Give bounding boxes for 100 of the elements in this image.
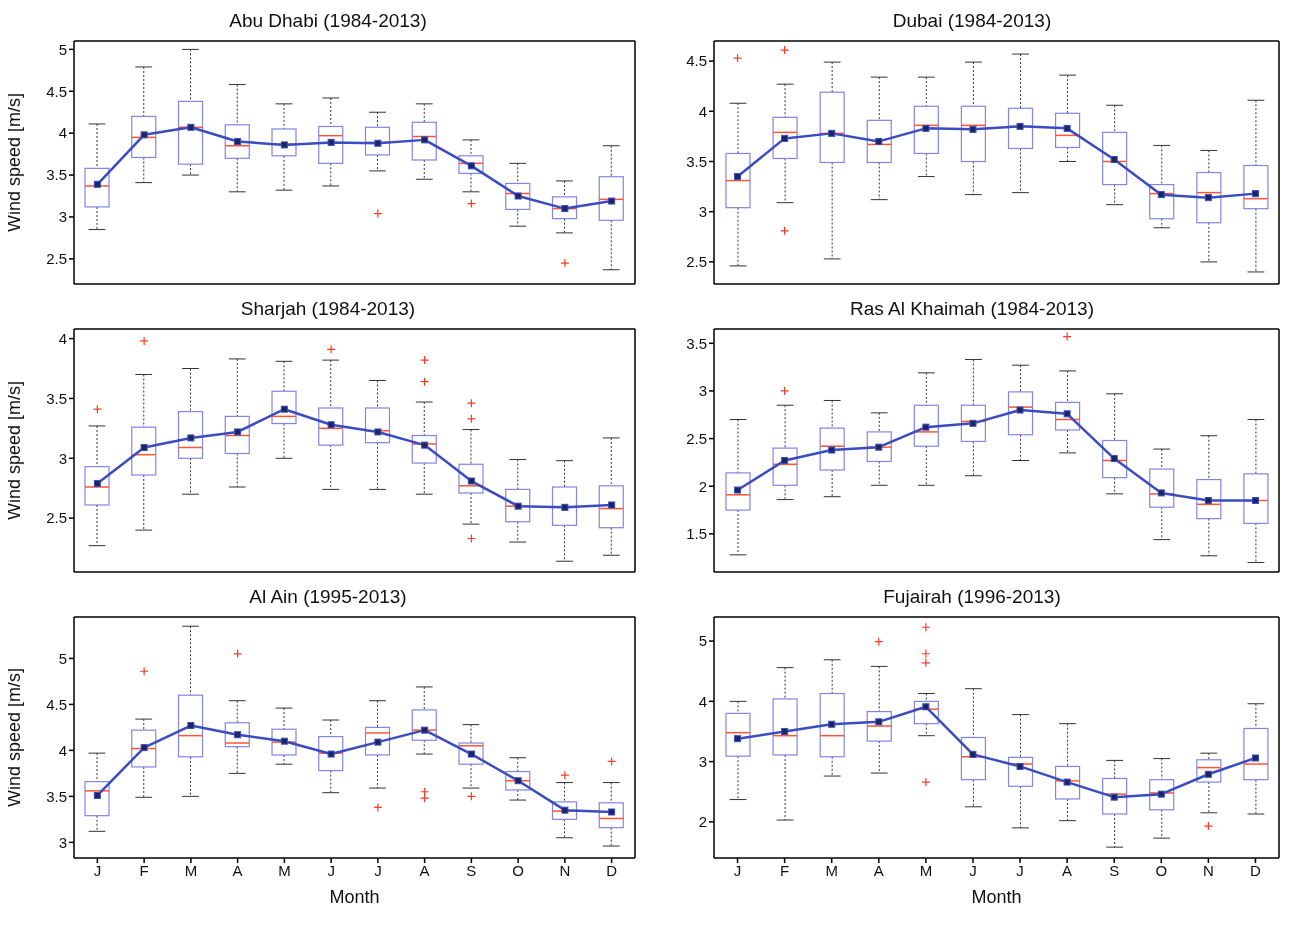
y-axis-title: Wind speed [m/s] <box>4 667 25 808</box>
y-tick-label: 3.5 <box>46 166 67 184</box>
point <box>374 428 382 436</box>
point <box>514 502 522 510</box>
chart-title: Sharjah (1984-2013) <box>239 297 417 321</box>
y-tick-label: 4 <box>58 329 67 347</box>
point <box>140 744 148 752</box>
y-axis-title: Wind speed [m/s] <box>4 380 25 521</box>
x-tick-label: J <box>374 861 382 879</box>
point <box>327 138 335 146</box>
x-tick-label: F <box>139 861 149 879</box>
y-tick-label: 4 <box>698 692 707 710</box>
point <box>875 137 883 145</box>
point <box>1251 754 1259 762</box>
point <box>1157 191 1165 199</box>
y-axis-title: Wind speed [m/s] <box>4 92 25 233</box>
y-tick-label: 3 <box>58 208 67 226</box>
x-tick-label: F <box>780 861 790 879</box>
point <box>922 423 930 431</box>
point <box>781 134 789 142</box>
y-tick-label: 3.5 <box>46 787 67 805</box>
y-tick-label: 3 <box>698 382 707 400</box>
point <box>1157 489 1165 497</box>
point <box>140 444 148 452</box>
x-tick-label: D <box>1250 861 1262 879</box>
x-axis-title: Month <box>971 886 1022 907</box>
y-tick-label: 5 <box>698 632 707 650</box>
point <box>280 405 288 413</box>
y-tick-label: 4 <box>698 102 707 120</box>
point <box>969 419 977 427</box>
y-tick-label: 2.5 <box>686 253 707 271</box>
x-tick-label: M <box>919 861 933 879</box>
point <box>1016 122 1024 130</box>
point <box>327 421 335 429</box>
point <box>828 129 836 137</box>
y-tick-label: 1.5 <box>686 525 707 543</box>
point <box>828 720 836 728</box>
y-tick-label: 3.5 <box>686 334 707 352</box>
x-tick-label: O <box>512 861 524 879</box>
x-tick-label: J <box>327 861 335 879</box>
point <box>1016 406 1024 414</box>
point <box>734 735 742 743</box>
point <box>781 457 789 465</box>
point <box>1251 497 1259 505</box>
point <box>1251 190 1259 198</box>
x-tick-label: S <box>1109 861 1120 879</box>
chart-title: Ras Al Khaimah (1984-2013) <box>849 297 1095 321</box>
y-tick-label: 3 <box>58 833 67 851</box>
x-tick-label: J <box>969 861 977 879</box>
chart-title: Dubai (1984-2013) <box>891 9 1053 33</box>
point <box>561 503 569 511</box>
point <box>1110 155 1118 163</box>
y-tick-label: 3 <box>58 449 67 467</box>
point <box>969 125 977 133</box>
point <box>781 727 789 735</box>
y-tick-label: 4.5 <box>46 82 67 100</box>
x-tick-label: A <box>232 861 243 879</box>
point <box>421 726 429 734</box>
y-tick-label: 4 <box>58 741 67 759</box>
chart-title: Abu Dhabi (1984-2013) <box>228 9 428 33</box>
x-tick-label: D <box>606 861 618 879</box>
point <box>140 131 148 139</box>
point <box>93 479 101 487</box>
point <box>922 703 930 711</box>
point <box>1063 778 1071 786</box>
x-tick-label: N <box>1202 861 1214 879</box>
x-tick-label: M <box>278 861 291 879</box>
x-tick-label: A <box>873 861 884 879</box>
y-tick-label: 2.5 <box>46 509 67 527</box>
y-tick-label: 2 <box>698 477 707 495</box>
x-tick-label: S <box>466 861 477 879</box>
x-tick-label: N <box>559 861 571 879</box>
x-axis-title: Month <box>329 886 380 907</box>
y-tick-label: 2.5 <box>46 250 67 268</box>
x-tick-label: A <box>1062 861 1073 879</box>
y-tick-label: 3.5 <box>46 389 67 407</box>
point <box>187 434 195 442</box>
point <box>327 750 335 758</box>
y-tick-label: 2.5 <box>686 429 707 447</box>
point <box>1204 194 1212 202</box>
point <box>1110 455 1118 463</box>
x-tick-label: A <box>419 861 430 879</box>
point <box>421 136 429 144</box>
chart-title: Fujairah (1996-2013) <box>882 585 1062 609</box>
point <box>187 123 195 131</box>
point <box>608 197 616 205</box>
point <box>608 501 616 509</box>
y-tick-label: 5 <box>58 649 67 667</box>
point <box>1016 762 1024 770</box>
y-tick-label: 4.5 <box>46 695 67 713</box>
point <box>1063 124 1071 132</box>
x-tick-label: M <box>825 861 838 879</box>
point <box>969 750 977 758</box>
x-tick-label: J <box>93 861 102 879</box>
y-tick-label: 2 <box>698 813 707 831</box>
point <box>828 446 836 454</box>
x-tick-label: J <box>1016 861 1024 879</box>
y-tick-label: 3 <box>698 203 707 221</box>
point <box>234 138 242 146</box>
y-tick-label: 3.5 <box>686 152 707 170</box>
